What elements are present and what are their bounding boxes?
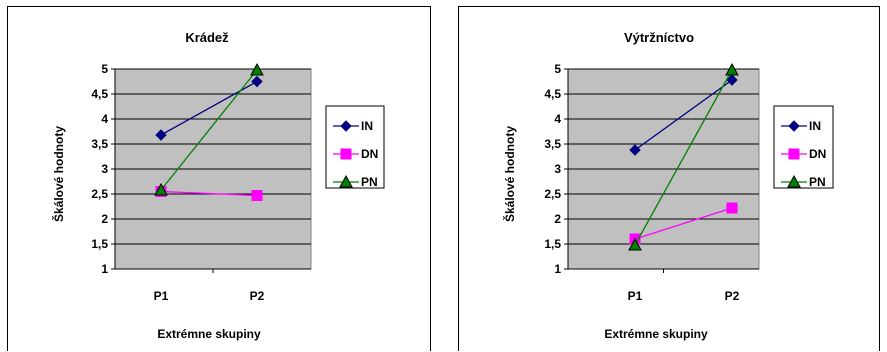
y-tick-label: 4,5: [91, 87, 108, 101]
series-line: [634, 79, 733, 151]
legend-label: DN: [361, 147, 378, 161]
x-tick-label: P1: [154, 289, 169, 303]
series-line: [634, 69, 733, 246]
data-point: [629, 144, 641, 156]
y-tick-label: 4: [554, 112, 561, 126]
x-axis-label: Extrémne skupiny: [157, 327, 261, 341]
legend-label: DN: [809, 147, 826, 161]
legend-marker: [339, 174, 353, 188]
data-point: [725, 62, 739, 76]
data-point: [628, 237, 642, 251]
chart-title: Krádež: [185, 30, 229, 45]
y-tick-label: 1,5: [91, 237, 108, 251]
y-tick-label: 3: [554, 162, 561, 176]
data-point: [155, 129, 167, 141]
legend-marker: [340, 148, 352, 160]
x-tick-label: P2: [250, 289, 265, 303]
x-tick-label: P1: [628, 289, 643, 303]
legend-marker: [788, 120, 800, 132]
y-tick-label: 3: [101, 162, 108, 176]
series-pn: [154, 62, 264, 196]
y-tick-label: 1: [554, 262, 561, 276]
legend-label: PN: [361, 175, 378, 189]
y-tick-label: 2,5: [91, 187, 108, 201]
data-point: [154, 182, 168, 196]
series-line: [634, 207, 733, 240]
chart-kradez: Krádež Extrémne skupiny Škálové hodnoty …: [7, 6, 431, 351]
series-in: [629, 74, 738, 156]
x-axis-label: Extrémne skupiny: [604, 327, 708, 341]
legend-marker: [340, 120, 352, 132]
data-point: [726, 74, 738, 86]
legend-marker: [788, 148, 800, 160]
series-line: [160, 190, 258, 197]
y-tick-label: 2,5: [544, 187, 561, 201]
y-tick-label: 4,5: [544, 87, 561, 101]
y-axis-label: Škálové hodnoty: [51, 126, 66, 222]
y-tick-label: 4: [101, 112, 108, 126]
chart-svg: Krádež Extrémne skupiny Škálové hodnoty …: [51, 30, 385, 341]
y-tick-label: 1,5: [544, 237, 561, 251]
data-point: [251, 75, 263, 88]
y-tick-label: 5: [101, 62, 108, 76]
series-pn: [628, 62, 739, 251]
series-line: [160, 69, 258, 191]
chart-svg: Výtržníctvo Extrémne skupiny Škálové hod…: [502, 30, 834, 341]
x-tick-label: P2: [725, 289, 740, 303]
legend: IN DN PN: [773, 105, 834, 189]
legend-label: IN: [809, 119, 821, 133]
y-tick-label: 2: [554, 212, 561, 226]
y-tick-label: 1: [101, 262, 108, 276]
legend-marker: [787, 174, 801, 188]
chart-vytrznictvo: Výtržníctvo Extrémne skupiny Škálové hod…: [458, 6, 880, 351]
data-point: [726, 202, 738, 214]
y-tick-label: 3,5: [544, 137, 561, 151]
y-tick-label: 5: [554, 62, 561, 76]
legend-label: IN: [361, 119, 373, 133]
legend-box: [773, 105, 834, 189]
y-tick-label: 2: [101, 212, 108, 226]
data-point: [251, 190, 263, 201]
chart-title: Výtržníctvo: [624, 30, 694, 45]
legend: IN DN PN: [325, 105, 385, 189]
legend-label: PN: [809, 175, 826, 189]
data-point: [250, 62, 264, 76]
y-axis-label: Škálové hodnoty: [502, 126, 517, 222]
y-tick-label: 3,5: [91, 137, 108, 151]
legend-box: [325, 105, 385, 189]
